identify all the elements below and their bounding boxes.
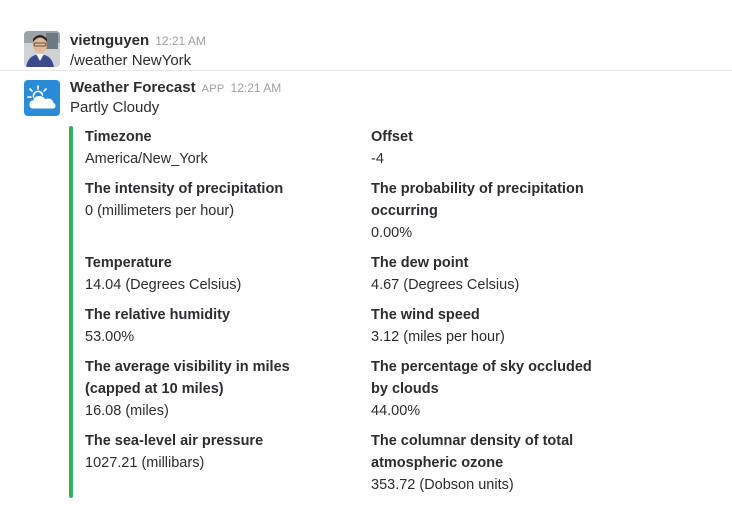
field-value: -4 [371, 151, 384, 167]
field-precip-intensity: The intensity of precipitation 0 (millim… [85, 178, 335, 222]
field-title: The probability of precipitation occurri… [371, 181, 584, 219]
field-value: 353.72 (Dobson units) [371, 477, 514, 493]
message-timestamp[interactable]: 12:21 AM [155, 34, 206, 48]
field-value: 1027.21 (millibars) [85, 455, 205, 471]
sender-name[interactable]: vietnguyen [70, 32, 150, 49]
field-title: Offset [371, 129, 413, 145]
field-value: 44.00% [371, 403, 421, 419]
field-dew-point: The dew point 4.67 (Degrees Celsius) [371, 252, 611, 296]
field-title: The average visibility in miles (capped … [85, 359, 290, 397]
field-visibility: The average visibility in miles (capped … [85, 356, 335, 422]
message-text: /weather NewYork [70, 52, 192, 69]
field-value: 0 (millimeters per hour) [85, 203, 235, 219]
attachment-color-bar [69, 126, 73, 498]
field-title: The intensity of precipitation [85, 181, 284, 197]
app-avatar[interactable] [24, 80, 60, 116]
field-title: The wind speed [371, 307, 480, 323]
message-bot: Weather Forecast APP 12:21 AM Partly Cloud… [0, 71, 732, 518]
field-precip-probability: The probability of precipitation occurri… [371, 178, 611, 244]
field-timezone: Timezone America/New_York [85, 126, 335, 170]
field-title: The sea-level air pressure [85, 433, 264, 449]
field-title: The dew point [371, 255, 469, 271]
field-value: 3.12 (miles per hour) [371, 329, 505, 345]
partly-cloudy-icon [27, 85, 56, 109]
field-offset: Offset -4 [371, 126, 611, 170]
field-value: 14.04 (Degrees Celsius) [85, 277, 242, 293]
field-value: 4.67 (Degrees Celsius) [371, 277, 520, 293]
field-title: Temperature [85, 255, 172, 271]
field-cloud-cover: The percentage of sky occluded by clouds… [371, 356, 611, 422]
message-divider [0, 70, 732, 71]
field-value: America/New_York [85, 151, 208, 167]
attachment: Timezone America/New_York Offset -4 The … [69, 126, 629, 498]
sender-name[interactable]: Weather Forecast [70, 79, 196, 96]
field-humidity: The relative humidity 53.00% [85, 304, 335, 348]
field-wind-speed: The wind speed 3.12 (miles per hour) [371, 304, 611, 348]
message-user: vietnguyen 12:21 AM /weather NewYork [0, 0, 732, 70]
field-title: The percentage of sky occluded by clouds [371, 359, 592, 397]
field-value: 16.08 (miles) [85, 403, 169, 419]
field-pressure: The sea-level air pressure 1027.21 (mill… [85, 430, 335, 474]
field-title: Timezone [85, 129, 152, 145]
field-ozone: The columnar density of total atmospheri… [371, 430, 611, 496]
app-badge: APP [201, 83, 225, 95]
field-value: 53.00% [85, 329, 135, 345]
message-timestamp[interactable]: 12:21 AM [230, 81, 282, 95]
field-temperature: Temperature 14.04 (Degrees Celsius) [85, 252, 335, 296]
avatar[interactable] [24, 31, 60, 67]
message-text: Partly Cloudy [70, 99, 160, 116]
field-title: The relative humidity [85, 307, 231, 323]
field-title: The columnar density of total atmospheri… [371, 433, 574, 471]
field-value: 0.00% [371, 225, 413, 241]
